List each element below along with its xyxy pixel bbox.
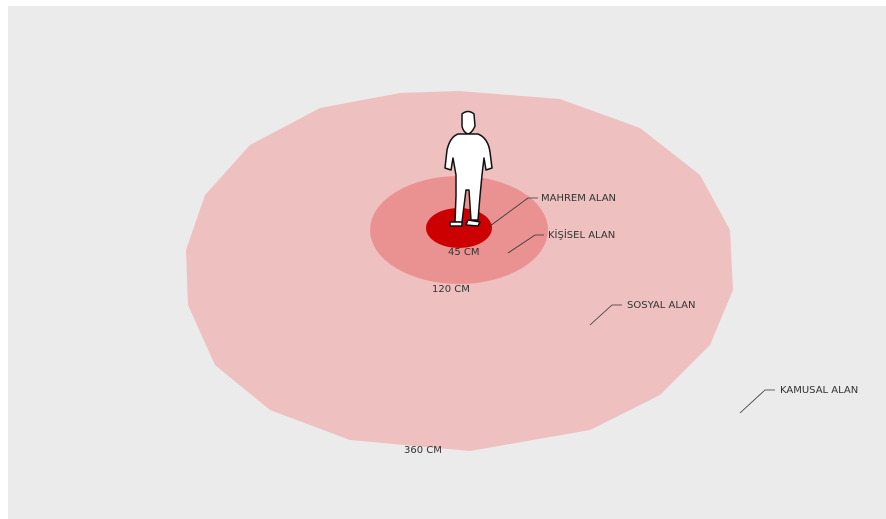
distance-label: 120 CM	[432, 284, 470, 295]
distance-label: 45 CM	[448, 247, 480, 258]
zone-label: SOSYAL ALAN	[627, 300, 695, 311]
diagram: MAHREM ALAN KİŞİSEL ALAN SOSYAL ALAN KAM…	[0, 0, 886, 519]
zone-label: MAHREM ALAN	[541, 193, 616, 204]
distance-label: 360 CM	[404, 445, 442, 456]
zone-label: KAMUSAL ALAN	[780, 385, 858, 396]
zone-label: KİŞİSEL ALAN	[548, 228, 615, 241]
